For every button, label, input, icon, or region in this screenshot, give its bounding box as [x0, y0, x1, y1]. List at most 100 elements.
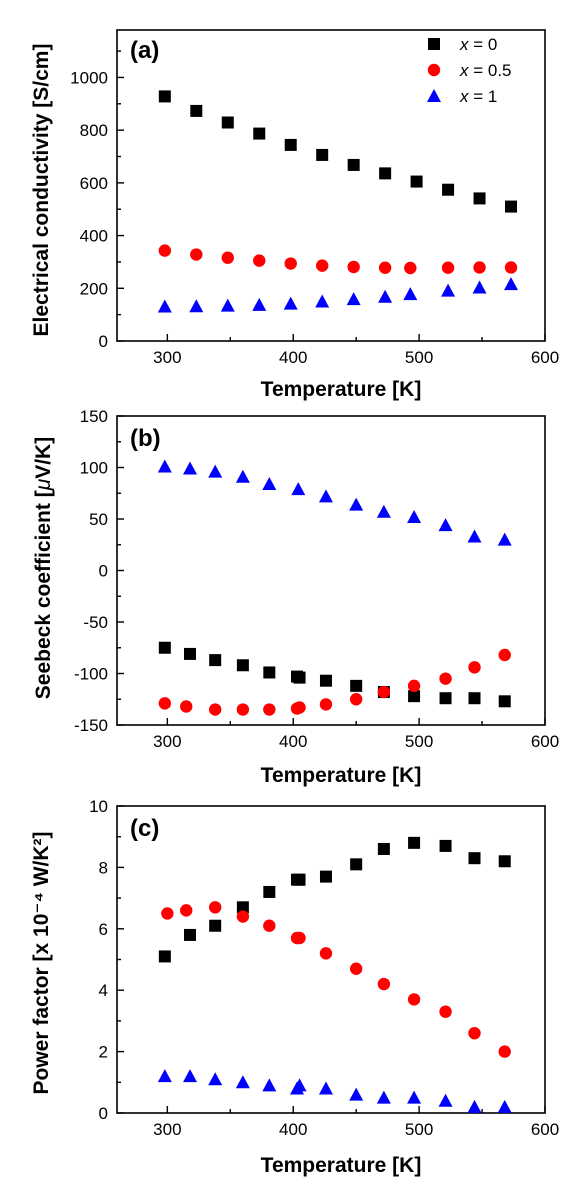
panel-b-circle-data-point [377, 685, 391, 699]
panel-c-x-tick-label: 500 [405, 1120, 433, 1139]
panel-a-circle-data-point [504, 261, 518, 274]
panel-b-circle-data-point [293, 701, 306, 714]
panel-c-x-tick-label: 400 [279, 1120, 307, 1139]
panel-b-y-label-suffix: V/K] [32, 437, 55, 479]
panel-c-square-data-point [468, 852, 481, 865]
panel-a-triangle-data-point [189, 299, 204, 313]
legend-variable: x [459, 35, 469, 54]
panel-c-triangle-data-point [318, 1081, 333, 1095]
panel-a-label: (a) [130, 37, 159, 64]
panel-c-y-tick-label: 2 [99, 1043, 108, 1062]
panel-b-seebeck-coefficient: (b) Temperature [K] Seebeck coefficient … [32, 407, 559, 787]
panel-a-triangle-data-point [403, 287, 418, 301]
panel-c-circle-data-point [208, 901, 222, 914]
panel-a-square-data-point [442, 183, 455, 196]
panel-c-y-tick-label: 6 [99, 920, 108, 939]
panel-b-x-tick-label: 300 [153, 732, 181, 751]
panel-b-triangle-data-point [407, 509, 422, 523]
panel-b-circle-data-point [439, 672, 452, 685]
panel-c-triangle-data-point [292, 1078, 307, 1092]
panel-c-circle-data-point [439, 1005, 452, 1018]
panel-c-square-data-point [209, 919, 222, 932]
panel-c-x-tick-label: 600 [531, 1120, 559, 1139]
panel-b-y-tick-label: 50 [89, 510, 108, 529]
panel-a-circle-data-point [253, 254, 266, 267]
panel-b-circle-data-point [236, 703, 250, 716]
panel-b-circle-data-point [180, 700, 193, 713]
panel-a-square-data-point [221, 116, 234, 129]
panel-c-circle-data-point [407, 993, 421, 1006]
panel-c-plot-frame [116, 805, 546, 1114]
panel-a-y-tick-label: 1000 [70, 68, 108, 87]
panel-b-triangle-data-point [467, 529, 482, 543]
panel-c-square-data-point [350, 858, 363, 871]
panel-a-circle-data-point [473, 261, 486, 274]
panel-c-y-tick-label: 8 [99, 858, 108, 877]
panel-c-triangle-data-point [208, 1072, 223, 1086]
panel-a-triangle-data-point [504, 277, 519, 291]
panel-b-square-data-point [408, 690, 421, 703]
panel-a-square-data-point [316, 148, 329, 161]
panel-b-triangle-data-point [157, 459, 172, 473]
panel-a-square-data-point [190, 104, 203, 117]
legend: x = 0x = 0.5x = 1 [427, 35, 512, 106]
panel-a-triangle-data-point [283, 296, 298, 310]
panel-c-power-factor: (c) Temperature [K] Power factor [x 10⁻⁴… [30, 797, 559, 1177]
panel-a-y-tick-label: 200 [80, 279, 108, 298]
panel-b-y-axis-label: Seebeck coefficient [μV/K] [32, 437, 55, 699]
panel-c-triangle-data-point [407, 1090, 422, 1104]
panel-c-y-axis-label: Power factor [x 10⁻⁴ W/K²] [30, 831, 53, 1094]
panel-a-circle-data-point [315, 259, 329, 272]
panel-c-square-data-point [377, 842, 390, 855]
panel-c-square-data-point [408, 836, 421, 849]
legend-variable: x [459, 87, 469, 106]
panel-b-circle-data-point [158, 697, 172, 710]
panel-b-square-data-point [236, 659, 249, 672]
panel-c-square-data-point [263, 885, 276, 898]
panel-a-triangle-data-point [252, 297, 267, 311]
panel-b-triangle-data-point [497, 532, 512, 546]
panel-c-square-data-point [293, 873, 306, 886]
panel-c-x-axis-label: Temperature [K] [261, 1154, 422, 1177]
legend-entry-label: x = 0.5 [459, 61, 512, 80]
panel-a-electrical-conductivity: (a) Temperature [K] Electrical conductiv… [30, 29, 559, 401]
panel-c-triangle-data-point [183, 1069, 198, 1083]
panel-b-triangle-data-point [235, 469, 250, 483]
panel-c-triangle-data-point [376, 1090, 391, 1104]
panel-a-x-tick-label: 500 [405, 348, 433, 367]
panel-c-circle-data-point [377, 977, 391, 991]
panel-b-y-tick-label: 100 [80, 459, 108, 478]
panel-b-triangle-data-point [376, 504, 391, 518]
panel-b-triangle-data-point [291, 482, 306, 496]
panel-b-square-data-point [498, 695, 511, 708]
panel-b-y-tick-label: -100 [74, 665, 108, 684]
panel-b-square-data-point [184, 647, 197, 660]
panel-a-triangle-data-point [220, 298, 235, 312]
panel-c-triangle-data-point [438, 1093, 453, 1107]
panel-b-square-data-point [468, 692, 481, 705]
panel-b-triangle-data-point [349, 497, 364, 511]
panel-c-triangle-data-point [157, 1069, 172, 1083]
panel-a-x-axis-label: Temperature [K] [261, 378, 422, 401]
panel-a-triangle-data-point [157, 299, 172, 313]
panel-a-square-data-point [284, 138, 297, 151]
panel-a-square-data-point [505, 200, 518, 213]
panel-b-square-data-point [439, 692, 452, 705]
panel-a-triangle-data-point [441, 283, 456, 297]
panel-b-y-label-greek: μ [32, 478, 55, 491]
panel-a-x-tick-label: 300 [153, 348, 181, 367]
panel-c-y-tick-label: 10 [89, 797, 108, 816]
panel-a-circle-data-point [221, 251, 234, 264]
panel-a-circle-data-point [158, 244, 172, 257]
panel-a-triangle-data-point [315, 294, 330, 308]
legend-variable: x [459, 61, 469, 80]
panel-c-circle-data-point [161, 907, 174, 920]
panel-b-triangle-data-point [262, 476, 277, 490]
panel-c-triangle-data-point [467, 1099, 482, 1113]
panel-b-circle-data-point [208, 703, 222, 716]
panel-c-y-tick-label: 4 [99, 981, 108, 1000]
panel-c-x-tick-label: 300 [153, 1120, 181, 1139]
panel-c-triangle-data-point [349, 1087, 364, 1101]
panel-a-plot-frame [116, 29, 546, 342]
panel-a-square-data-point [379, 167, 392, 180]
